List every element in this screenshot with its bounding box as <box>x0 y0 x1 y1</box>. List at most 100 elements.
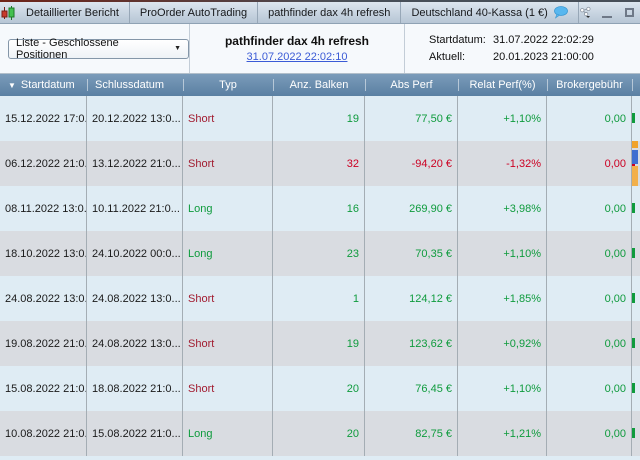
edge-strip-cell <box>632 231 640 276</box>
cell-startdatum: 10.08.2022 21:0... <box>0 411 87 456</box>
cutoff-content-fragment <box>632 293 635 303</box>
table-row[interactable]: 19.08.2022 21:0... 24.08.2022 13:0... Sh… <box>0 321 640 366</box>
cell-anz-balken: 20 <box>273 411 365 456</box>
cutoff-content-fragment <box>632 203 635 213</box>
column-header-edge-strip <box>632 74 640 96</box>
table-body: 15.12.2022 17:0... 20.12.2022 13:0... Sh… <box>0 96 640 456</box>
cell-brokergebuehr: 0,00 <box>547 141 632 186</box>
cell-typ: Long <box>183 411 273 456</box>
tab-proorder-autotrading[interactable]: ProOrder AutoTrading <box>130 2 259 23</box>
strategy-title: pathfinder dax 4h refresh <box>224 34 370 48</box>
share-icon[interactable] <box>579 6 592 20</box>
tab-pathfinder-dax-4h-refresh[interactable]: pathfinder dax 4h refresh <box>258 2 402 23</box>
table-row[interactable]: 10.08.2022 21:0... 15.08.2022 21:0... Lo… <box>0 411 640 456</box>
minimize-button[interactable] <box>601 6 614 20</box>
edge-strip-cell <box>632 276 640 321</box>
cell-startdatum: 19.08.2022 21:0... <box>0 321 87 366</box>
cell-abs-perf: 124,12 € <box>365 276 458 321</box>
cell-abs-perf: 82,75 € <box>365 411 458 456</box>
speech-bubble-icon[interactable] <box>553 6 568 19</box>
tab-label: Deutschland 40-Kassa (1 €) <box>411 6 548 19</box>
cell-schlussdatum: 10.11.2022 21:0... <box>87 186 183 231</box>
cell-brokergebuehr: 0,00 <box>547 366 632 411</box>
column-header-label: Schlussdatum <box>95 79 165 91</box>
cell-abs-perf: 76,45 € <box>365 366 458 411</box>
column-header-schlussdatum[interactable]: Schlussdatum <box>87 74 183 96</box>
edge-strip-cell <box>632 321 640 366</box>
sort-desc-icon: ▼ <box>8 80 16 90</box>
cell-anz-balken: 1 <box>273 276 365 321</box>
cell-schlussdatum: 20.12.2022 13:0... <box>87 96 183 141</box>
report-toolbar: Liste - Geschlossene Positionen ▼ pathfi… <box>0 24 640 74</box>
cell-typ: Long <box>183 186 273 231</box>
column-header-startdatum[interactable]: ▼ Startdatum <box>0 74 87 96</box>
cell-schlussdatum: 24.08.2022 13:0... <box>87 321 183 366</box>
column-header-label: Brokergebühr <box>556 79 623 91</box>
table-row[interactable]: 18.10.2022 13:0... 24.10.2022 00:0... Lo… <box>0 231 640 276</box>
cutoff-content-fragment <box>632 383 635 393</box>
cell-anz-balken: 19 <box>273 96 365 141</box>
cell-brokergebuehr: 0,00 <box>547 96 632 141</box>
cell-startdatum: 06.12.2022 21:0... <box>0 141 87 186</box>
cell-abs-perf: -94,20 € <box>365 141 458 186</box>
cell-brokergebuehr: 0,00 <box>547 276 632 321</box>
cutoff-content-fragment <box>632 141 638 148</box>
table-row[interactable]: 24.08.2022 13:0... 24.08.2022 13:0... Sh… <box>0 276 640 321</box>
column-header-typ[interactable]: Typ <box>183 74 273 96</box>
column-header-label: Abs Perf <box>390 79 433 91</box>
cell-relat-perf: +1,21% <box>458 411 547 456</box>
window-controls: ✕ <box>579 2 640 23</box>
minimize-icon <box>602 15 613 18</box>
cell-relat-perf: +1,10% <box>458 231 547 276</box>
cell-anz-balken: 32 <box>273 141 365 186</box>
cell-brokergebuehr: 0,00 <box>547 321 632 366</box>
table-row[interactable]: 15.08.2022 21:0... 18.08.2022 21:0... Sh… <box>0 366 640 411</box>
tab-label: pathfinder dax 4h refresh <box>268 6 391 19</box>
cell-typ: Long <box>183 231 273 276</box>
table-row[interactable]: 06.12.2022 21:0... 13.12.2022 21:0... Sh… <box>0 141 640 186</box>
cell-startdatum: 15.12.2022 17:0... <box>0 96 87 141</box>
edge-strip-cell <box>632 366 640 411</box>
cell-relat-perf: +1,10% <box>458 366 547 411</box>
cell-startdatum: 24.08.2022 13:0... <box>0 276 87 321</box>
cell-brokergebuehr: 0,00 <box>547 186 632 231</box>
maximize-button[interactable] <box>623 6 636 20</box>
cell-typ: Short <box>183 321 273 366</box>
column-header-abs-perf[interactable]: Abs Perf <box>365 74 458 96</box>
cell-typ: Short <box>183 276 273 321</box>
cell-startdatum: 08.11.2022 13:0... <box>0 186 87 231</box>
cell-schlussdatum: 15.08.2022 21:0... <box>87 411 183 456</box>
report-timestamp-link[interactable]: 31.07.2022 22:02:10 <box>246 51 348 63</box>
cell-abs-perf: 70,35 € <box>365 231 458 276</box>
column-header-anz-balken[interactable]: Anz. Balken <box>273 74 365 96</box>
cell-typ: Short <box>183 141 273 186</box>
cell-startdatum: 15.08.2022 21:0... <box>0 366 87 411</box>
window-top-edge <box>0 0 640 2</box>
column-header-label: Anz. Balken <box>289 79 349 91</box>
column-header-relat-perf[interactable]: Relat Perf(%) <box>458 74 547 96</box>
cell-brokergebuehr: 0,00 <box>547 231 632 276</box>
tab-detaillierter-bericht[interactable]: Detaillierter Bericht <box>16 2 130 23</box>
table-row[interactable]: 08.11.2022 13:0... 10.11.2022 21:0... Lo… <box>0 186 640 231</box>
tab-label: ProOrder AutoTrading <box>139 6 248 19</box>
cell-brokergebuehr: 0,00 <box>547 411 632 456</box>
titlebar: Detaillierter Bericht ProOrder AutoTradi… <box>0 2 640 24</box>
cell-relat-perf: +1,10% <box>458 96 547 141</box>
partial-next-row <box>0 456 640 460</box>
tab-deutschland-40-kassa[interactable]: Deutschland 40-Kassa (1 €) <box>401 2 579 23</box>
cell-relat-perf: +1,85% <box>458 276 547 321</box>
cutoff-content-fragment <box>632 166 638 186</box>
cell-relat-perf: +3,98% <box>458 186 547 231</box>
column-header-brokergebuehr[interactable]: Brokergebühr <box>547 74 632 96</box>
cutoff-content-fragment <box>632 113 635 123</box>
date-info-section: Startdatum: 31.07.2022 22:02:29 Aktuell:… <box>405 24 640 73</box>
cell-schlussdatum: 24.08.2022 13:0... <box>87 276 183 321</box>
cell-relat-perf: +0,92% <box>458 321 547 366</box>
column-header-label: Typ <box>219 79 237 91</box>
current-date-value: 20.01.2023 21:00:00 <box>493 51 594 63</box>
table-row[interactable]: 15.12.2022 17:0... 20.12.2022 13:0... Sh… <box>0 96 640 141</box>
edge-strip-cell <box>632 141 640 186</box>
tab-label: Detaillierter Bericht <box>26 6 119 19</box>
view-selector-dropdown[interactable]: Liste - Geschlossene Positionen ▼ <box>8 37 189 61</box>
cell-schlussdatum: 13.12.2022 21:0... <box>87 141 183 186</box>
